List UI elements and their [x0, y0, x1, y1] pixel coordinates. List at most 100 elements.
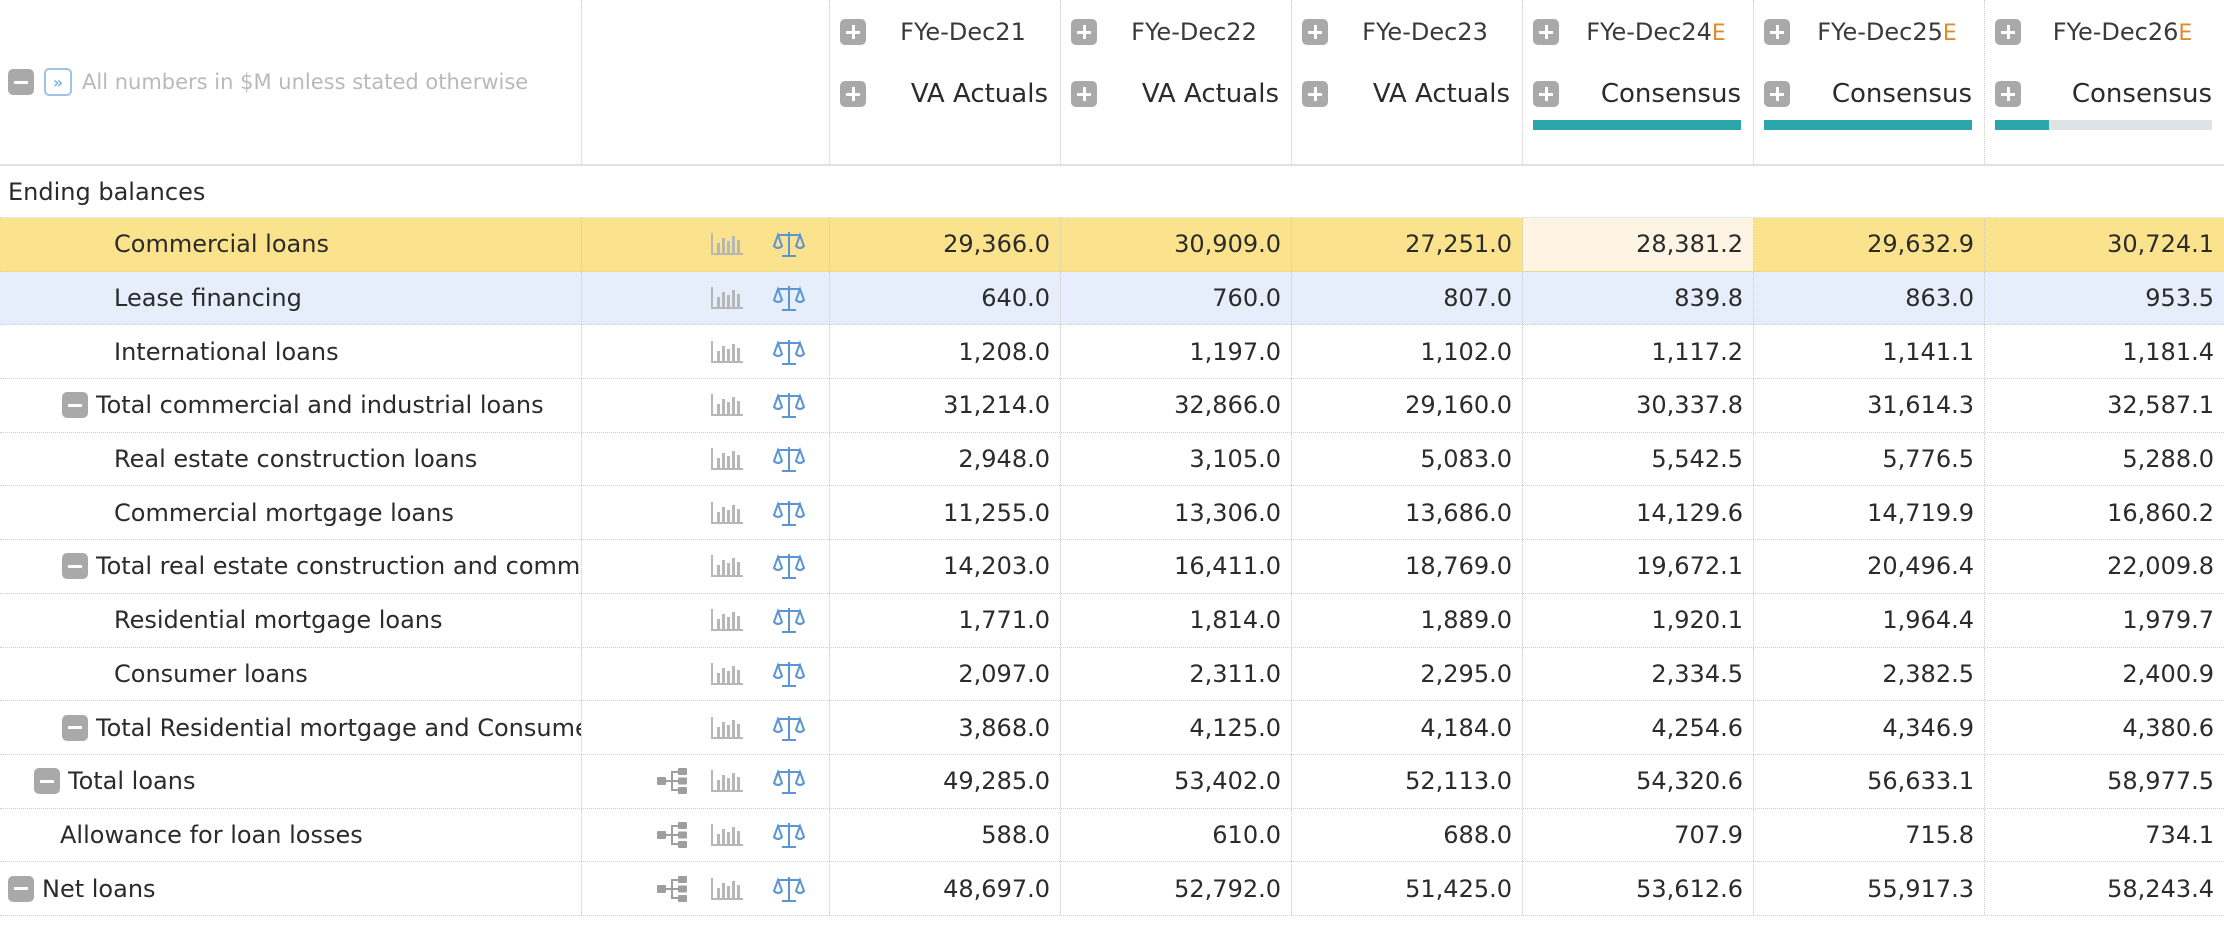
value-cell[interactable]: 16,860.2 [2107, 498, 2214, 527]
basis-label[interactable]: VA Actuals [910, 79, 1048, 109]
value-cell[interactable]: 31,214.0 [830, 379, 1061, 432]
value-cell[interactable]: 31,614.3 [1754, 379, 1985, 432]
row-real-estate-construction[interactable]: Real estate construction loans 2,948.0 3,1… [0, 432, 2224, 487]
value-cell[interactable]: 53,402.0 [1061, 754, 1292, 808]
balance-scale-icon[interactable] [772, 874, 806, 904]
basis-label[interactable]: Consensus [1600, 79, 1741, 109]
value-cell[interactable]: 22,009.8 [2107, 552, 2214, 581]
expand-basis-icon[interactable] [1995, 81, 2021, 107]
value-cell[interactable]: 29,366.0 [830, 218, 1061, 271]
value-cell[interactable]: 20,496.4 [1754, 540, 1985, 593]
tree-breakdown-icon[interactable] [656, 821, 688, 849]
bar-chart-icon[interactable] [710, 769, 744, 793]
value-cell[interactable]: 13,306.0 [1061, 486, 1292, 540]
row-commercial-mortgage[interactable]: Commercial mortgage loans 11,255.0 13,306.… [0, 486, 2224, 541]
value-cell[interactable]: 14,203.0 [830, 540, 1061, 593]
expand-period-icon[interactable] [1533, 19, 1559, 45]
value-cell[interactable]: 49,285.0 [830, 754, 1061, 808]
value-cell[interactable]: 1,181.4 [2122, 337, 2214, 366]
value-cell[interactable]: 760.0 [1061, 271, 1292, 325]
value-cell[interactable]: 51,425.0 [1292, 862, 1523, 915]
value-cell[interactable]: 1,920.1 [1523, 593, 1754, 647]
row-lease-financing[interactable]: Lease financing 640.0 760.0 807.0 839.8 863.0… [0, 271, 2224, 326]
value-cell[interactable]: 52,113.0 [1292, 754, 1523, 808]
balance-scale-icon[interactable] [772, 337, 806, 367]
collapse-group-icon[interactable] [34, 768, 60, 795]
balance-scale-icon[interactable] [772, 444, 806, 474]
value-cell[interactable]: 1,979.7 [2122, 606, 2214, 635]
value-cell[interactable]: 4,184.0 [1292, 701, 1523, 754]
value-cell[interactable]: 5,542.5 [1523, 432, 1754, 486]
expand-period-icon[interactable] [1302, 19, 1328, 45]
collapse-group-icon[interactable] [62, 553, 88, 580]
expand-basis-icon[interactable] [1533, 81, 1559, 107]
row-allowance-loan-losses[interactable]: Allowance for loan losses 588.0 610.0 688.0… [0, 808, 2224, 863]
expand-basis-icon[interactable] [1764, 81, 1790, 107]
value-cell[interactable]: 610.0 [1061, 808, 1292, 862]
value-cell[interactable]: 640.0 [830, 271, 1061, 325]
row-commercial-loans[interactable]: Commercial loans 29,366.0 30,909.0 27,251.0… [0, 218, 2224, 272]
bar-chart-icon[interactable] [710, 662, 744, 686]
value-cell[interactable]: 1,964.4 [1754, 593, 1985, 647]
balance-scale-icon[interactable] [772, 820, 806, 850]
value-cell[interactable]: 16,411.0 [1061, 540, 1292, 593]
value-cell[interactable]: 1,141.1 [1754, 325, 1985, 379]
bar-chart-icon[interactable] [710, 608, 744, 632]
basis-label[interactable]: Consensus [1831, 79, 1972, 109]
balance-scale-icon[interactable] [772, 498, 806, 528]
value-cell[interactable]: 14,719.9 [1754, 486, 1985, 540]
value-cell[interactable]: 28,381.2 [1523, 218, 1754, 271]
balance-scale-icon[interactable] [772, 659, 806, 689]
value-cell[interactable]: 30,909.0 [1061, 218, 1292, 271]
balance-scale-icon[interactable] [772, 390, 806, 420]
collapse-group-icon[interactable] [62, 714, 88, 741]
basis-label[interactable]: Consensus [2071, 79, 2212, 109]
value-cell[interactable]: 4,254.6 [1523, 701, 1754, 754]
value-cell[interactable]: 2,097.0 [830, 647, 1061, 701]
value-cell[interactable]: 58,977.5 [2107, 767, 2214, 796]
value-cell[interactable]: 13,686.0 [1292, 486, 1523, 540]
row-total-residential-consumer[interactable]: Total Residential mortgage and Consumer … [0, 701, 2224, 755]
value-cell[interactable]: 32,866.0 [1061, 379, 1292, 432]
value-cell[interactable]: 11,255.0 [830, 486, 1061, 540]
value-cell[interactable]: 55,917.3 [1754, 862, 1985, 915]
value-cell[interactable]: 688.0 [1292, 808, 1523, 862]
value-cell[interactable]: 29,632.9 [1754, 218, 1985, 271]
value-cell[interactable]: 18,769.0 [1292, 540, 1523, 593]
value-cell[interactable]: 27,251.0 [1292, 218, 1523, 271]
expand-basis-icon[interactable] [1071, 81, 1097, 107]
expand-period-icon[interactable] [1995, 19, 2021, 45]
row-total-real-estate[interactable]: Total real estate construction and comme… [0, 540, 2224, 594]
value-cell[interactable]: 54,320.6 [1523, 754, 1754, 808]
value-cell[interactable]: 5,776.5 [1754, 432, 1985, 486]
expand-period-icon[interactable] [840, 19, 866, 45]
value-cell[interactable]: 2,311.0 [1061, 647, 1292, 701]
balance-scale-icon[interactable] [772, 713, 806, 743]
row-residential-mortgage[interactable]: Residential mortgage loans 1,771.0 1,814.0… [0, 593, 2224, 648]
value-cell[interactable]: 953.5 [2145, 284, 2214, 313]
collapse-all-icon[interactable] [8, 69, 34, 95]
value-cell[interactable]: 707.9 [1523, 808, 1754, 862]
bar-chart-icon[interactable] [710, 554, 744, 578]
balance-scale-icon[interactable] [772, 229, 806, 259]
expand-basis-icon[interactable] [1302, 81, 1328, 107]
value-cell[interactable]: 14,129.6 [1523, 486, 1754, 540]
bar-chart-icon[interactable] [710, 447, 744, 471]
value-cell[interactable]: 48,697.0 [830, 862, 1061, 915]
tree-breakdown-icon[interactable] [656, 767, 688, 795]
value-cell[interactable]: 56,633.1 [1754, 754, 1985, 808]
value-cell[interactable]: 1,889.0 [1292, 593, 1523, 647]
bar-chart-icon[interactable] [710, 232, 744, 256]
value-cell[interactable]: 3,105.0 [1061, 432, 1292, 486]
expand-period-icon[interactable] [1071, 19, 1097, 45]
value-cell[interactable]: 2,400.9 [2122, 659, 2214, 688]
bar-chart-icon[interactable] [710, 286, 744, 310]
value-cell[interactable]: 588.0 [830, 808, 1061, 862]
tree-breakdown-icon[interactable] [656, 875, 688, 903]
value-cell[interactable]: 5,288.0 [2122, 445, 2214, 474]
value-cell[interactable]: 2,948.0 [830, 432, 1061, 486]
bar-chart-icon[interactable] [710, 393, 744, 417]
row-consumer-loans[interactable]: Consumer loans 2,097.0 2,311.0 2,295.0 2,334… [0, 647, 2224, 702]
value-cell[interactable]: 715.8 [1754, 808, 1985, 862]
value-cell[interactable]: 1,102.0 [1292, 325, 1523, 379]
